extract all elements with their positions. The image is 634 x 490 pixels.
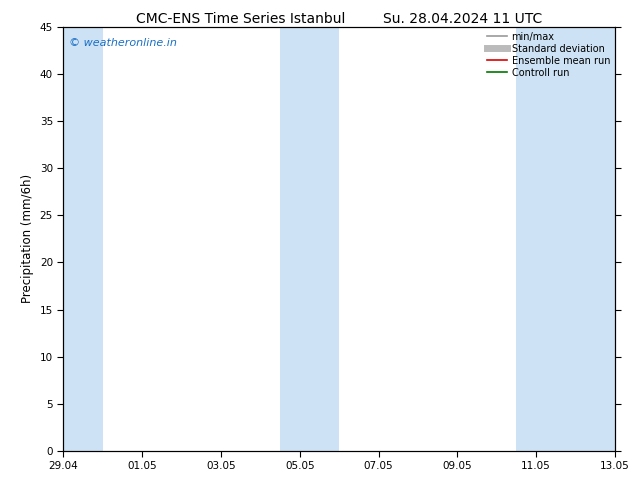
Bar (280, 27, 339, 451)
Bar (517, 27, 615, 451)
Text: Su. 28.04.2024 11 UTC: Su. 28.04.2024 11 UTC (383, 12, 543, 26)
Text: CMC-ENS Time Series Istanbul: CMC-ENS Time Series Istanbul (136, 12, 346, 26)
Text: © weatheronline.in: © weatheronline.in (69, 38, 177, 48)
Legend: min/max, Standard deviation, Ensemble mean run, Controll run: min/max, Standard deviation, Ensemble me… (488, 32, 610, 77)
Bar (63, 27, 103, 451)
Y-axis label: Precipitation (mm/6h): Precipitation (mm/6h) (21, 174, 34, 303)
